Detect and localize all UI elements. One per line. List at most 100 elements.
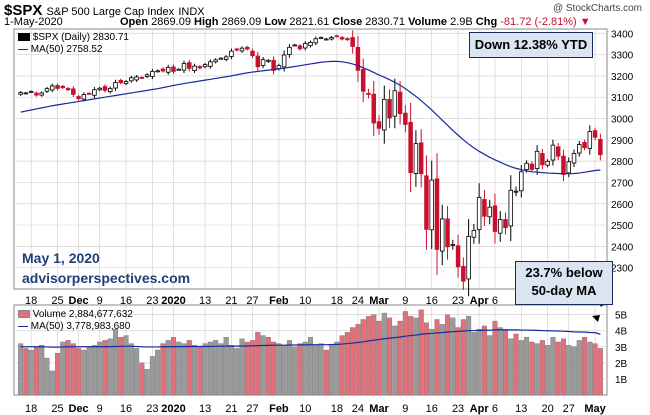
candle-body <box>540 153 545 166</box>
candle-body <box>308 42 313 47</box>
volume-bar <box>566 345 572 396</box>
volume-bar <box>144 369 150 396</box>
x-tick-label: 18 <box>25 295 37 307</box>
volume-bar <box>344 332 350 396</box>
volume-bar <box>450 317 456 396</box>
candle-body <box>118 79 124 84</box>
candle-body <box>34 92 39 96</box>
volume-bar <box>60 341 66 396</box>
volume-bar <box>545 345 551 396</box>
volume-bar <box>429 328 435 396</box>
open-value: 2869.09 <box>151 16 191 28</box>
candle-body <box>202 64 208 68</box>
volume-legend-label: Volume 2,884,677,632 <box>32 309 133 320</box>
volume-bar <box>329 345 335 396</box>
x-tick-label: Feb <box>269 295 289 307</box>
candle-body <box>376 121 382 129</box>
x-tick-label-bottom: Mar <box>369 403 389 415</box>
volume-bar <box>560 338 566 396</box>
volume-bar <box>107 338 113 396</box>
below-ma-annotation: 23.7% below 50-day MA <box>515 261 613 305</box>
candle-body <box>524 162 529 171</box>
volume-bar <box>550 336 556 396</box>
volume-bar <box>381 312 387 396</box>
x-tick-label: 18 <box>331 295 343 307</box>
volume-bar <box>387 317 393 396</box>
x-tick-label-bottom: May <box>584 403 606 415</box>
volume-bar <box>392 325 398 396</box>
volume-bar <box>207 341 213 396</box>
candle-body <box>187 62 192 69</box>
candle-body <box>245 46 250 50</box>
x-tick-label: 13 <box>199 295 211 307</box>
candle-body <box>587 131 593 149</box>
volume-bar <box>255 332 261 396</box>
volume-bar <box>33 346 39 396</box>
x-tick-label-bottom: 27 <box>563 403 575 415</box>
candle-body <box>60 85 66 89</box>
volume-bar <box>192 345 198 396</box>
x-tick-label-bottom: 6 <box>492 403 498 415</box>
candle-body <box>561 155 566 175</box>
volume-bar <box>97 341 103 396</box>
volume-bar <box>555 341 561 396</box>
below-ma-line-2: 50-day MA <box>531 283 597 298</box>
x-tick-label: 27 <box>246 295 258 307</box>
x-tick-label-bottom: 9 <box>402 403 408 415</box>
volume-bar <box>234 348 240 396</box>
x-tick-label-bottom: Apr <box>470 403 490 415</box>
volume-bar <box>455 327 461 396</box>
candle-body <box>208 61 213 67</box>
high-label: High <box>194 16 219 28</box>
candle-body <box>408 121 413 174</box>
volume-bar <box>534 343 540 396</box>
volume-bar <box>91 345 97 396</box>
volume-bar <box>307 336 314 396</box>
candle-body <box>155 70 160 73</box>
candle-body <box>281 54 287 68</box>
candle-body <box>387 98 392 119</box>
volume-ma-line <box>20 329 601 348</box>
price-tick-label: 3300 <box>611 51 634 62</box>
ma-legend-label: MA(50) 2758.52 <box>30 44 103 55</box>
x-tick-label: 24 <box>352 295 364 307</box>
volume-bar <box>86 346 92 396</box>
volume-bar <box>597 348 603 396</box>
x-tick-label-bottom: 16 <box>120 403 132 415</box>
price-tick-label: 2700 <box>611 178 634 189</box>
volume-bar <box>476 328 482 396</box>
candle-body <box>434 178 440 250</box>
x-tick-label-bottom: 23 <box>452 403 464 415</box>
ytd-annotation: Down 12.38% YTD <box>469 32 593 58</box>
candle-body <box>139 76 145 79</box>
volume-bar <box>413 317 419 396</box>
candle-body <box>476 196 482 230</box>
close-value: 2830.71 <box>365 16 406 28</box>
volume-bar <box>213 340 219 396</box>
open-label: Open <box>120 16 149 28</box>
price-legend: $SPX (Daily) 2830.71 <box>18 32 129 43</box>
candle-body <box>371 93 376 124</box>
volume-bar <box>228 345 234 396</box>
volume-bar <box>155 349 161 396</box>
volume-bar <box>323 349 329 396</box>
volume-bar <box>571 346 577 396</box>
volume-bar <box>592 343 598 396</box>
candle-body <box>250 50 255 57</box>
candle-body <box>318 37 324 39</box>
x-tick-label: 23 <box>452 295 464 307</box>
price-tick-label: 2600 <box>611 200 634 211</box>
volume-bar <box>49 370 55 396</box>
volume-bar <box>286 340 292 396</box>
candle-body <box>566 161 571 174</box>
price-tick-label: 3400 <box>611 29 634 40</box>
volume-bar <box>313 345 319 396</box>
candle-body <box>424 175 429 230</box>
candle-body <box>471 229 477 238</box>
candle-body <box>445 218 450 248</box>
candle-body <box>508 189 514 227</box>
candle-body <box>519 171 524 192</box>
chart-title: $SPX S&P 500 Large Cap Index INDX <box>4 2 205 19</box>
candle-body <box>107 88 113 93</box>
low-value: 2821.61 <box>289 16 330 28</box>
